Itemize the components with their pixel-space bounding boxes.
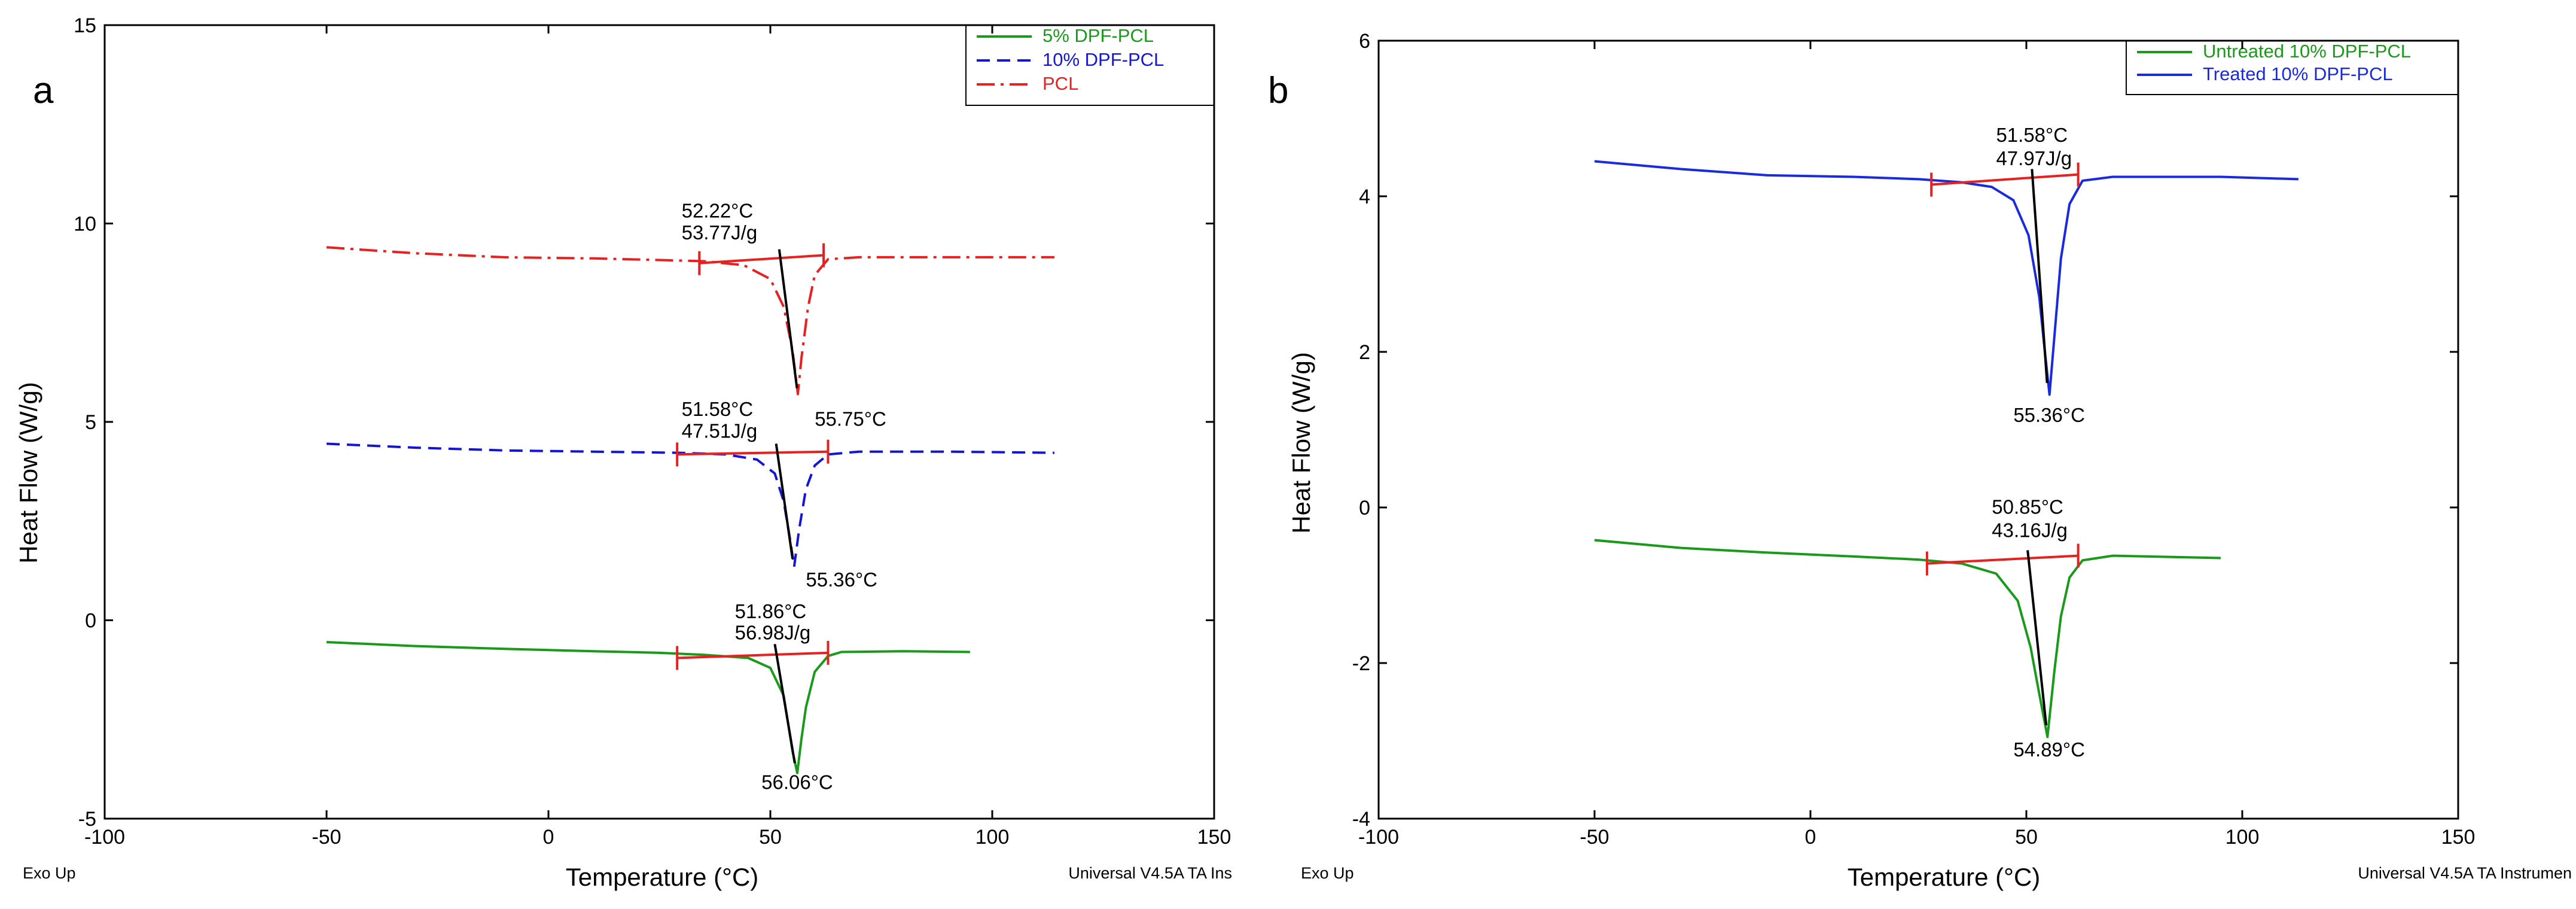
software-version-label: Universal V4.5A TA Ins [1068,864,1232,882]
y-tick-label: 0 [85,610,96,633]
integration-baseline [1926,554,2078,565]
y-axis-label: Heat Flow (W/g) [1287,352,1315,533]
peak-annotation: 47.97J/g [1996,147,2072,169]
legend-entry: PCL [1042,73,1078,94]
y-tick-label: 6 [1359,30,1370,53]
integration-baseline [677,651,828,659]
series-line [326,641,970,774]
panel-label-b: b [1268,70,1288,111]
chart-panel-a: a Heat Flow (W/g) Temperature (°C) Exo U… [14,14,1232,891]
peak-annotation: 51.58°C [1996,124,2068,146]
peak-annotation: 56.06°C [761,771,833,793]
series-line [1594,539,2221,738]
y-tick-label: 0 [1359,497,1370,519]
legend-entry: 5% DPF-PCL [1042,25,1154,46]
x-tick-label: 150 [1197,826,1231,849]
series-line [326,246,1054,396]
x-tick-label: 100 [975,826,1010,849]
x-tick-label: 150 [2441,826,2476,849]
peak-annotation: 52.22°C [682,200,754,222]
x-tick-label: 0 [543,826,554,849]
exo-up-label: Exo Up [23,864,76,882]
x-tick-label: -50 [312,826,341,849]
series-line [1594,160,2298,396]
peak-annotation: 50.85°C [1992,495,2063,518]
peak-annotation: 54.89°C [2013,738,2085,761]
legend-entry: 10% DPF-PCL [1042,49,1164,70]
y-tick-label: -5 [78,808,96,831]
legend-box [2126,40,2459,95]
y-axis-label: Heat Flow (W/g) [14,382,42,563]
plot-frame [103,24,1215,820]
onset-tangent-line [2026,550,2048,726]
panel-label-a: a [33,70,54,111]
y-tick-label: 15 [74,14,96,37]
peak-annotation: 47.51J/g [682,420,758,442]
software-version-label: Universal V4.5A TA Instrumen [2358,864,2572,882]
integration-baseline [1931,173,2078,186]
y-tick-label: 4 [1359,186,1370,208]
plot-frame [1377,39,2459,820]
onset-tangent-line [775,443,794,560]
peak-annotation: 55.36°C [806,568,877,591]
y-tick-label: -4 [1352,808,1370,831]
peak-annotation: 53.77J/g [682,221,758,244]
legend-entry: Untreated 10% DPF-PCL [2203,41,2411,62]
peak-annotation: 51.58°C [682,398,754,420]
y-tick-label: 5 [85,411,96,434]
x-tick-label: 50 [759,826,782,849]
x-tick-label: 50 [2015,826,2038,849]
x-tick-label: -50 [1580,826,1609,849]
x-axis-label: Temperature (°C) [1848,863,2041,891]
integration-baseline [699,254,824,265]
peak-annotation: 55.36°C [2013,404,2085,426]
x-tick-label: 0 [1805,826,1816,849]
y-tick-label: 2 [1359,341,1370,364]
peak-annotation: 55.75°C [815,408,886,430]
series-line [326,442,1054,568]
peak-annotation: 43.16J/g [1992,519,2068,541]
legend-entry: Treated 10% DPF-PCL [2203,63,2393,84]
x-axis-label: Temperature (°C) [566,863,759,891]
x-tick-label: -100 [84,826,125,849]
peak-annotation: 56.98J/g [735,621,811,643]
chart-panel-b: b Heat Flow (W/g) Temperature (°C) Exo U… [1268,30,2572,891]
exo-up-label: Exo Up [1301,864,1354,882]
legend: 5% DPF-PCL 10% DPF-PCL PCL [965,25,1215,106]
onset-tangent-line [778,249,798,388]
x-tick-label: 100 [2226,826,2260,849]
integration-baseline [677,450,828,456]
x-tick-label: -100 [1358,826,1399,849]
legend-box [965,25,1215,106]
y-tick-label: 10 [74,213,96,236]
peak-annotation: 51.86°C [735,600,807,622]
y-tick-label: -2 [1352,652,1370,675]
onset-tangent-line [2031,169,2048,384]
onset-tangent-line [773,643,796,764]
